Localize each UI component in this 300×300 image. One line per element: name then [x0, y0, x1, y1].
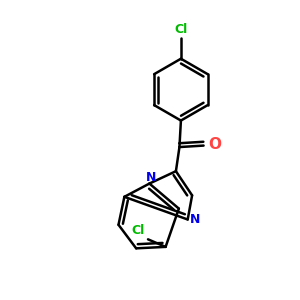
Text: O: O: [208, 137, 221, 152]
Text: N: N: [190, 213, 200, 226]
Text: Cl: Cl: [174, 23, 188, 36]
Text: N: N: [146, 171, 156, 184]
Text: Cl: Cl: [132, 224, 145, 237]
